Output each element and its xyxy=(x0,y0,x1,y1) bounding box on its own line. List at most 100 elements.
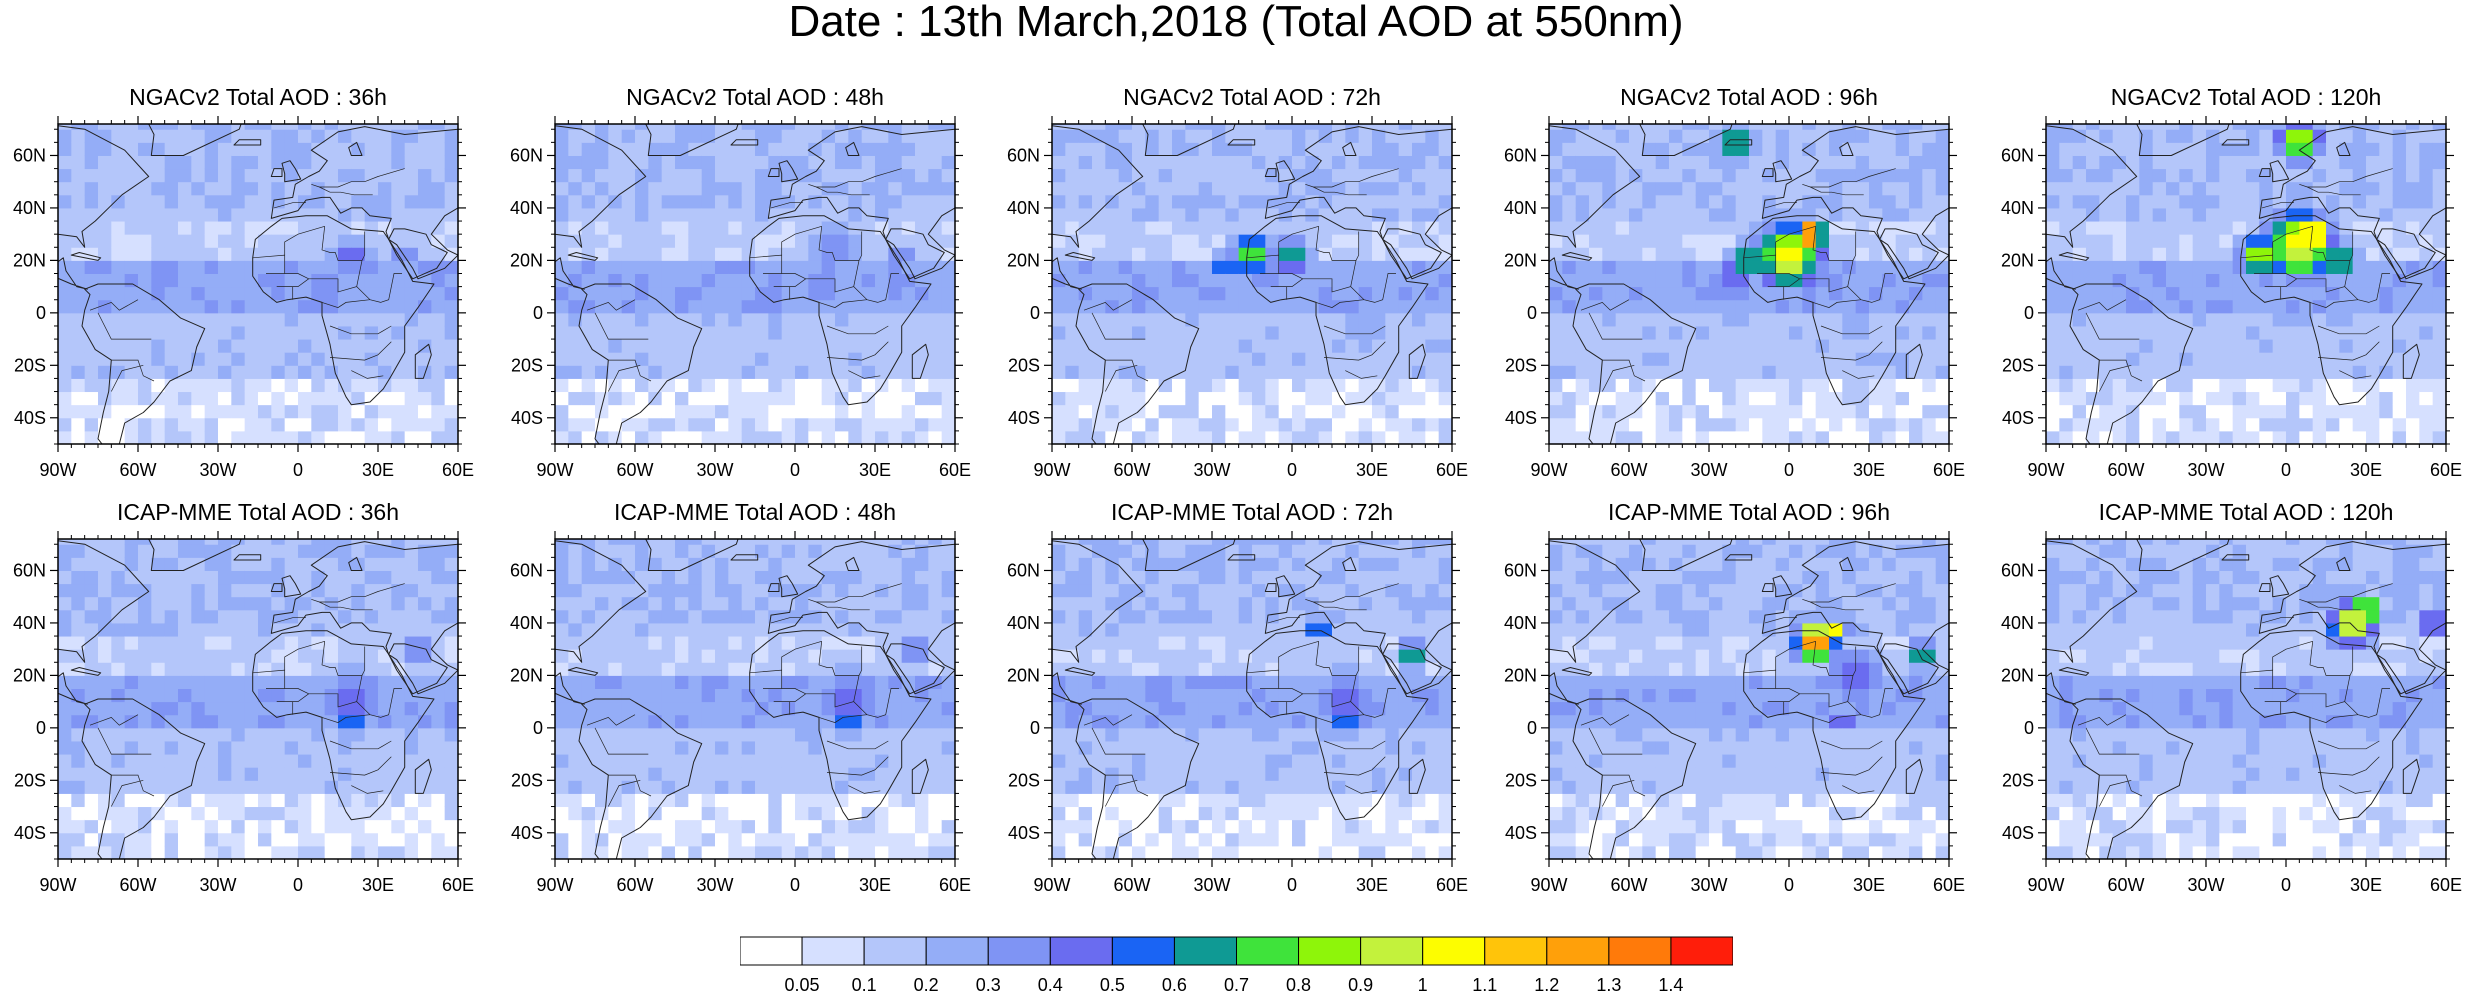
lon-tick-label: 30W xyxy=(696,460,733,480)
map-panel: NGACv2 Total AOD : 120h 90W 60W 30W 0 30E 60E 6… xyxy=(1988,84,2468,504)
lon-tick-label: 60E xyxy=(939,460,971,480)
colorbar-box xyxy=(1670,936,1733,966)
aod-map: 90W 60W 30W 0 30E 60E 60N 40N 20N 0 20S 40S xyxy=(510,116,971,480)
lon-tick-label: 60W xyxy=(616,460,653,480)
map-panel: ICAP-MME Total AOD : 48h 90W 60W 30W 0 30E 60E… xyxy=(497,499,977,919)
lon-tick-label: 0 xyxy=(1287,875,1297,895)
lat-tick-label: 0 xyxy=(1527,718,1537,738)
lat-tick-label: 60N xyxy=(13,560,46,580)
lon-tick-label: 90W xyxy=(2027,875,2064,895)
colorbar-label: 0.9 xyxy=(1348,975,1373,994)
panel-title: ICAP-MME Total AOD : 72h xyxy=(1110,499,1394,525)
lat-tick-label: 0 xyxy=(1030,303,1040,323)
lat-tick-label: 20S xyxy=(1505,770,1537,790)
lat-tick-label: 60N xyxy=(510,145,543,165)
colorbar-label: 0.8 xyxy=(1286,975,1311,994)
lat-tick-label: 40S xyxy=(1008,823,1040,843)
colorbar-label: 0.6 xyxy=(1162,975,1187,994)
lon-tick-label: 30E xyxy=(859,460,891,480)
colorbar-label: 1.1 xyxy=(1472,975,1497,994)
lat-tick-label: 60N xyxy=(1007,560,1040,580)
map-panel: ICAP-MME Total AOD : 72h 90W 60W 30W 0 30E 60E… xyxy=(994,499,1474,919)
lon-tick-label: 60E xyxy=(442,875,474,895)
panel-title: ICAP-MME Total AOD : 36h xyxy=(116,499,400,525)
lat-tick-label: 40S xyxy=(511,823,543,843)
lat-tick-label: 0 xyxy=(1030,718,1040,738)
map-panel: ICAP-MME Total AOD : 36h 90W 60W 30W 0 30E 60E… xyxy=(0,499,480,919)
lon-tick-label: 0 xyxy=(293,460,303,480)
lat-tick-label: 40S xyxy=(2002,408,2034,428)
colorbar-label: 0.3 xyxy=(976,975,1001,994)
lon-tick-label: 60W xyxy=(1113,460,1150,480)
lon-tick-label: 60W xyxy=(1113,875,1150,895)
lon-tick-label: 0 xyxy=(1287,460,1297,480)
colorbar-box xyxy=(1546,936,1610,966)
lon-tick-label: 0 xyxy=(1784,460,1794,480)
lat-tick-label: 60N xyxy=(2001,145,2034,165)
lat-tick-label: 40S xyxy=(1008,408,1040,428)
lon-tick-label: 60E xyxy=(1436,875,1468,895)
lon-tick-label: 60W xyxy=(119,460,156,480)
lon-tick-label: 0 xyxy=(2281,460,2291,480)
lat-tick-label: 40S xyxy=(14,823,46,843)
aod-colorbar: 0.05 0.1 0.2 0.3 0.4 0.5 0.6 0.7 0.8 0.9 1 1.1 1.2 1.… xyxy=(740,936,1733,994)
lat-tick-label: 40N xyxy=(13,613,46,633)
lat-tick-label: 20S xyxy=(2002,355,2034,375)
colorbar-label: 0.1 xyxy=(852,975,877,994)
lon-tick-label: 90W xyxy=(2027,460,2064,480)
lon-tick-label: 30E xyxy=(2350,460,2382,480)
lon-tick-label: 30W xyxy=(199,460,236,480)
panel-title: ICAP-MME Total AOD : 48h xyxy=(613,499,897,525)
lon-tick-label: 30E xyxy=(2350,875,2382,895)
lon-tick-label: 0 xyxy=(293,875,303,895)
aod-map: 90W 60W 30W 0 30E 60E 60N 40N 20N 0 20S 40S xyxy=(2001,531,2462,895)
lon-tick-label: 30E xyxy=(1853,460,1885,480)
colorbar-box xyxy=(1298,936,1362,966)
lon-tick-label: 30W xyxy=(1193,460,1230,480)
colorbar-box xyxy=(740,936,803,966)
lon-tick-label: 90W xyxy=(536,875,573,895)
lon-tick-label: 0 xyxy=(790,460,800,480)
lat-tick-label: 0 xyxy=(2024,303,2034,323)
lon-tick-label: 90W xyxy=(1530,875,1567,895)
colorbar-label: 0.5 xyxy=(1100,975,1125,994)
lat-tick-label: 20N xyxy=(510,250,543,270)
lon-tick-label: 60W xyxy=(1610,460,1647,480)
aod-map: 90W 60W 30W 0 30E 60E 60N 40N 20N 0 20S 40S xyxy=(13,116,474,480)
lat-tick-label: 0 xyxy=(1527,303,1537,323)
lat-tick-label: 20N xyxy=(1504,665,1537,685)
lon-tick-label: 60W xyxy=(2107,875,2144,895)
colorbar-label: 0.2 xyxy=(914,975,939,994)
colorbar-box xyxy=(1608,936,1672,966)
map-panel: ICAP-MME Total AOD : 120h 90W 60W 30W 0 30E 60… xyxy=(1988,499,2468,919)
lon-tick-label: 60E xyxy=(939,875,971,895)
lat-tick-label: 60N xyxy=(1504,145,1537,165)
lat-tick-label: 20S xyxy=(511,355,543,375)
lat-tick-label: 20N xyxy=(2001,250,2034,270)
map-panel: NGACv2 Total AOD : 48h 90W 60W 30W 0 30E 60E 60… xyxy=(497,84,977,504)
aod-map: 90W 60W 30W 0 30E 60E 60N 40N 20N 0 20S 40S xyxy=(1504,116,1965,480)
lon-tick-label: 60E xyxy=(1933,875,1965,895)
lat-tick-label: 0 xyxy=(533,718,543,738)
lon-tick-label: 30E xyxy=(1356,875,1388,895)
panel-title: NGACv2 Total AOD : 96h xyxy=(1620,84,1878,110)
lat-tick-label: 20N xyxy=(13,665,46,685)
panel-title: NGACv2 Total AOD : 36h xyxy=(129,84,387,110)
lon-tick-label: 60E xyxy=(2430,875,2462,895)
lon-tick-label: 30W xyxy=(1193,875,1230,895)
lon-tick-label: 60E xyxy=(2430,460,2462,480)
lat-tick-label: 20S xyxy=(2002,770,2034,790)
lon-tick-label: 0 xyxy=(1784,875,1794,895)
lat-tick-label: 40N xyxy=(510,198,543,218)
lat-tick-label: 20N xyxy=(1504,250,1537,270)
lon-tick-label: 30W xyxy=(1690,875,1727,895)
colorbar-box xyxy=(925,936,989,966)
lon-tick-label: 30E xyxy=(362,875,394,895)
aod-map: 90W 60W 30W 0 30E 60E 60N 40N 20N 0 20S 40S xyxy=(13,531,474,895)
colorbar-label: 0.7 xyxy=(1224,975,1249,994)
lat-tick-label: 60N xyxy=(13,145,46,165)
map-panel: NGACv2 Total AOD : 36h 90W 60W 30W 0 30E 60E 60… xyxy=(0,84,480,504)
colorbar-box xyxy=(863,936,927,966)
colorbar-box xyxy=(1236,936,1300,966)
aod-map: 90W 60W 30W 0 30E 60E 60N 40N 20N 0 20S 40S xyxy=(510,531,971,895)
